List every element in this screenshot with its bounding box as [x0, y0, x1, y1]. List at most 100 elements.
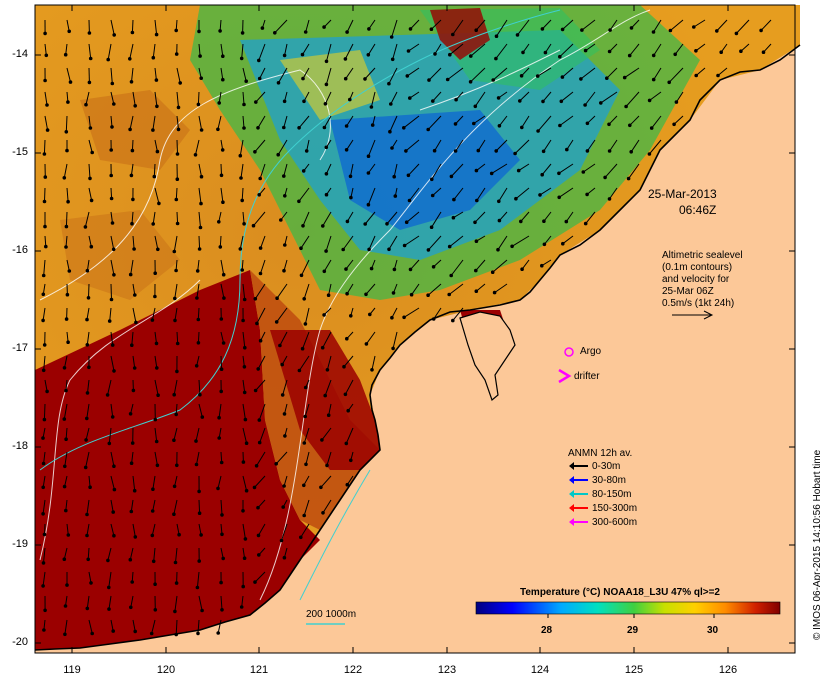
velocity-arrow-head — [432, 148, 437, 153]
velocity-arrow-head — [402, 243, 407, 248]
velocity-arrow-head — [68, 80, 73, 84]
velocity-arrow-head — [219, 389, 223, 394]
velocity-arrow-head — [303, 30, 308, 34]
velocity-arrow — [88, 571, 92, 583]
velocity-arrow — [197, 307, 200, 320]
temperature-colorbar — [475, 601, 781, 615]
velocity-arrow-head — [66, 199, 70, 204]
velocity-arrow — [154, 19, 158, 35]
velocity-arrow-head — [198, 392, 202, 397]
velocity-arrow-head — [41, 561, 46, 565]
velocity-arrow — [220, 67, 224, 80]
velocity-arrow — [43, 451, 46, 464]
velocity-arrow — [629, 43, 640, 56]
velocity-arrow-head — [366, 171, 371, 175]
velocity-arrow-head — [496, 247, 500, 252]
velocity-arrow — [86, 259, 90, 271]
velocity-arrow — [447, 67, 464, 80]
velocity-arrow — [220, 187, 224, 203]
velocity-arrow — [427, 283, 442, 296]
velocity-arrow — [371, 355, 376, 370]
velocity-arrow — [240, 163, 244, 179]
velocity-arrow-head — [607, 149, 612, 153]
velocity-arrow — [604, 163, 618, 178]
velocity-arrow-head — [130, 148, 135, 153]
velocity-arrow — [110, 211, 113, 224]
velocity-arrow-head — [112, 533, 116, 538]
velocity-arrow-head — [64, 317, 69, 321]
velocity-arrow-head — [129, 509, 134, 514]
velocity-arrow — [220, 355, 223, 370]
velocity-arrow-head — [64, 437, 68, 442]
velocity-arrow-head — [370, 368, 374, 372]
velocity-arrow — [282, 379, 288, 396]
velocity-arrow-head — [42, 152, 47, 156]
velocity-arrow — [653, 19, 662, 33]
velocity-arrow-head — [647, 152, 652, 156]
velocity-arrow-head — [41, 461, 46, 466]
altimetry-line: and velocity for — [662, 274, 730, 285]
velocity-arrow-head — [519, 219, 523, 224]
velocity-arrow — [154, 427, 158, 442]
velocity-arrow-head — [348, 174, 353, 179]
velocity-arrow-head — [497, 124, 502, 128]
velocity-arrow — [428, 67, 442, 81]
velocity-arrow — [537, 115, 552, 132]
velocity-arrow — [174, 283, 178, 299]
velocity-arrow — [559, 43, 574, 58]
velocity-arrow-head — [197, 247, 202, 251]
velocity-arrow — [196, 451, 200, 465]
velocity-arrow-head — [196, 102, 201, 107]
velocity-arrow-head — [241, 584, 245, 589]
velocity-arrow — [152, 499, 156, 512]
velocity-arrow-head — [694, 49, 698, 53]
velocity-arrow-head — [629, 150, 634, 154]
velocity-arrow — [151, 307, 156, 321]
velocity-arrow — [453, 211, 464, 219]
velocity-arrow — [218, 91, 222, 103]
velocity-arrow — [431, 211, 442, 228]
velocity-arrow — [63, 547, 68, 560]
velocity-arrow — [520, 211, 530, 222]
velocity-arrow-head — [239, 56, 244, 61]
velocity-arrow-head — [282, 99, 287, 104]
velocity-arrow-head — [109, 173, 113, 178]
velocity-arrow-head — [42, 628, 46, 632]
velocity-arrow — [302, 331, 310, 349]
velocity-arrow-head — [283, 194, 287, 198]
velocity-arrow-head — [175, 152, 180, 156]
peninsula — [459, 311, 516, 402]
velocity-arrow — [345, 67, 354, 79]
velocity-arrow — [470, 67, 486, 83]
velocity-arrow-head — [41, 292, 46, 297]
velocity-arrow — [43, 547, 46, 563]
velocity-arrow-head — [299, 246, 303, 250]
velocity-arrow-head — [87, 80, 92, 85]
velocity-arrow-head — [242, 126, 246, 130]
velocity-arrow-head — [256, 533, 261, 538]
velocity-arrow — [259, 427, 266, 443]
velocity-arrow — [581, 19, 596, 31]
velocity-arrow-head — [345, 30, 349, 34]
velocity-arrow-head — [348, 97, 352, 102]
velocity-arrow — [475, 19, 486, 31]
velocity-arrow-head — [130, 580, 134, 584]
velocity-arrow-head — [390, 57, 395, 62]
velocity-arrow-head — [451, 32, 455, 37]
velocity-arrow — [283, 163, 288, 177]
velocity-arrow — [492, 67, 508, 81]
velocity-arrow-head — [494, 34, 499, 39]
x-tick: 126 — [718, 664, 738, 676]
velocity-arrow-head — [282, 484, 286, 488]
velocity-arrow-head — [172, 392, 176, 397]
velocity-arrow — [220, 259, 225, 275]
velocity-arrow — [350, 163, 354, 177]
velocity-arrow-head — [221, 556, 225, 561]
velocity-arrow-head — [626, 176, 631, 181]
velocity-arrow-head — [585, 121, 590, 126]
velocity-arrow-head — [153, 608, 158, 612]
velocity-arrow-head — [322, 313, 326, 317]
velocity-arrow — [220, 595, 223, 610]
velocity-arrow-head — [41, 368, 46, 373]
velocity-arrow-head — [128, 272, 133, 277]
